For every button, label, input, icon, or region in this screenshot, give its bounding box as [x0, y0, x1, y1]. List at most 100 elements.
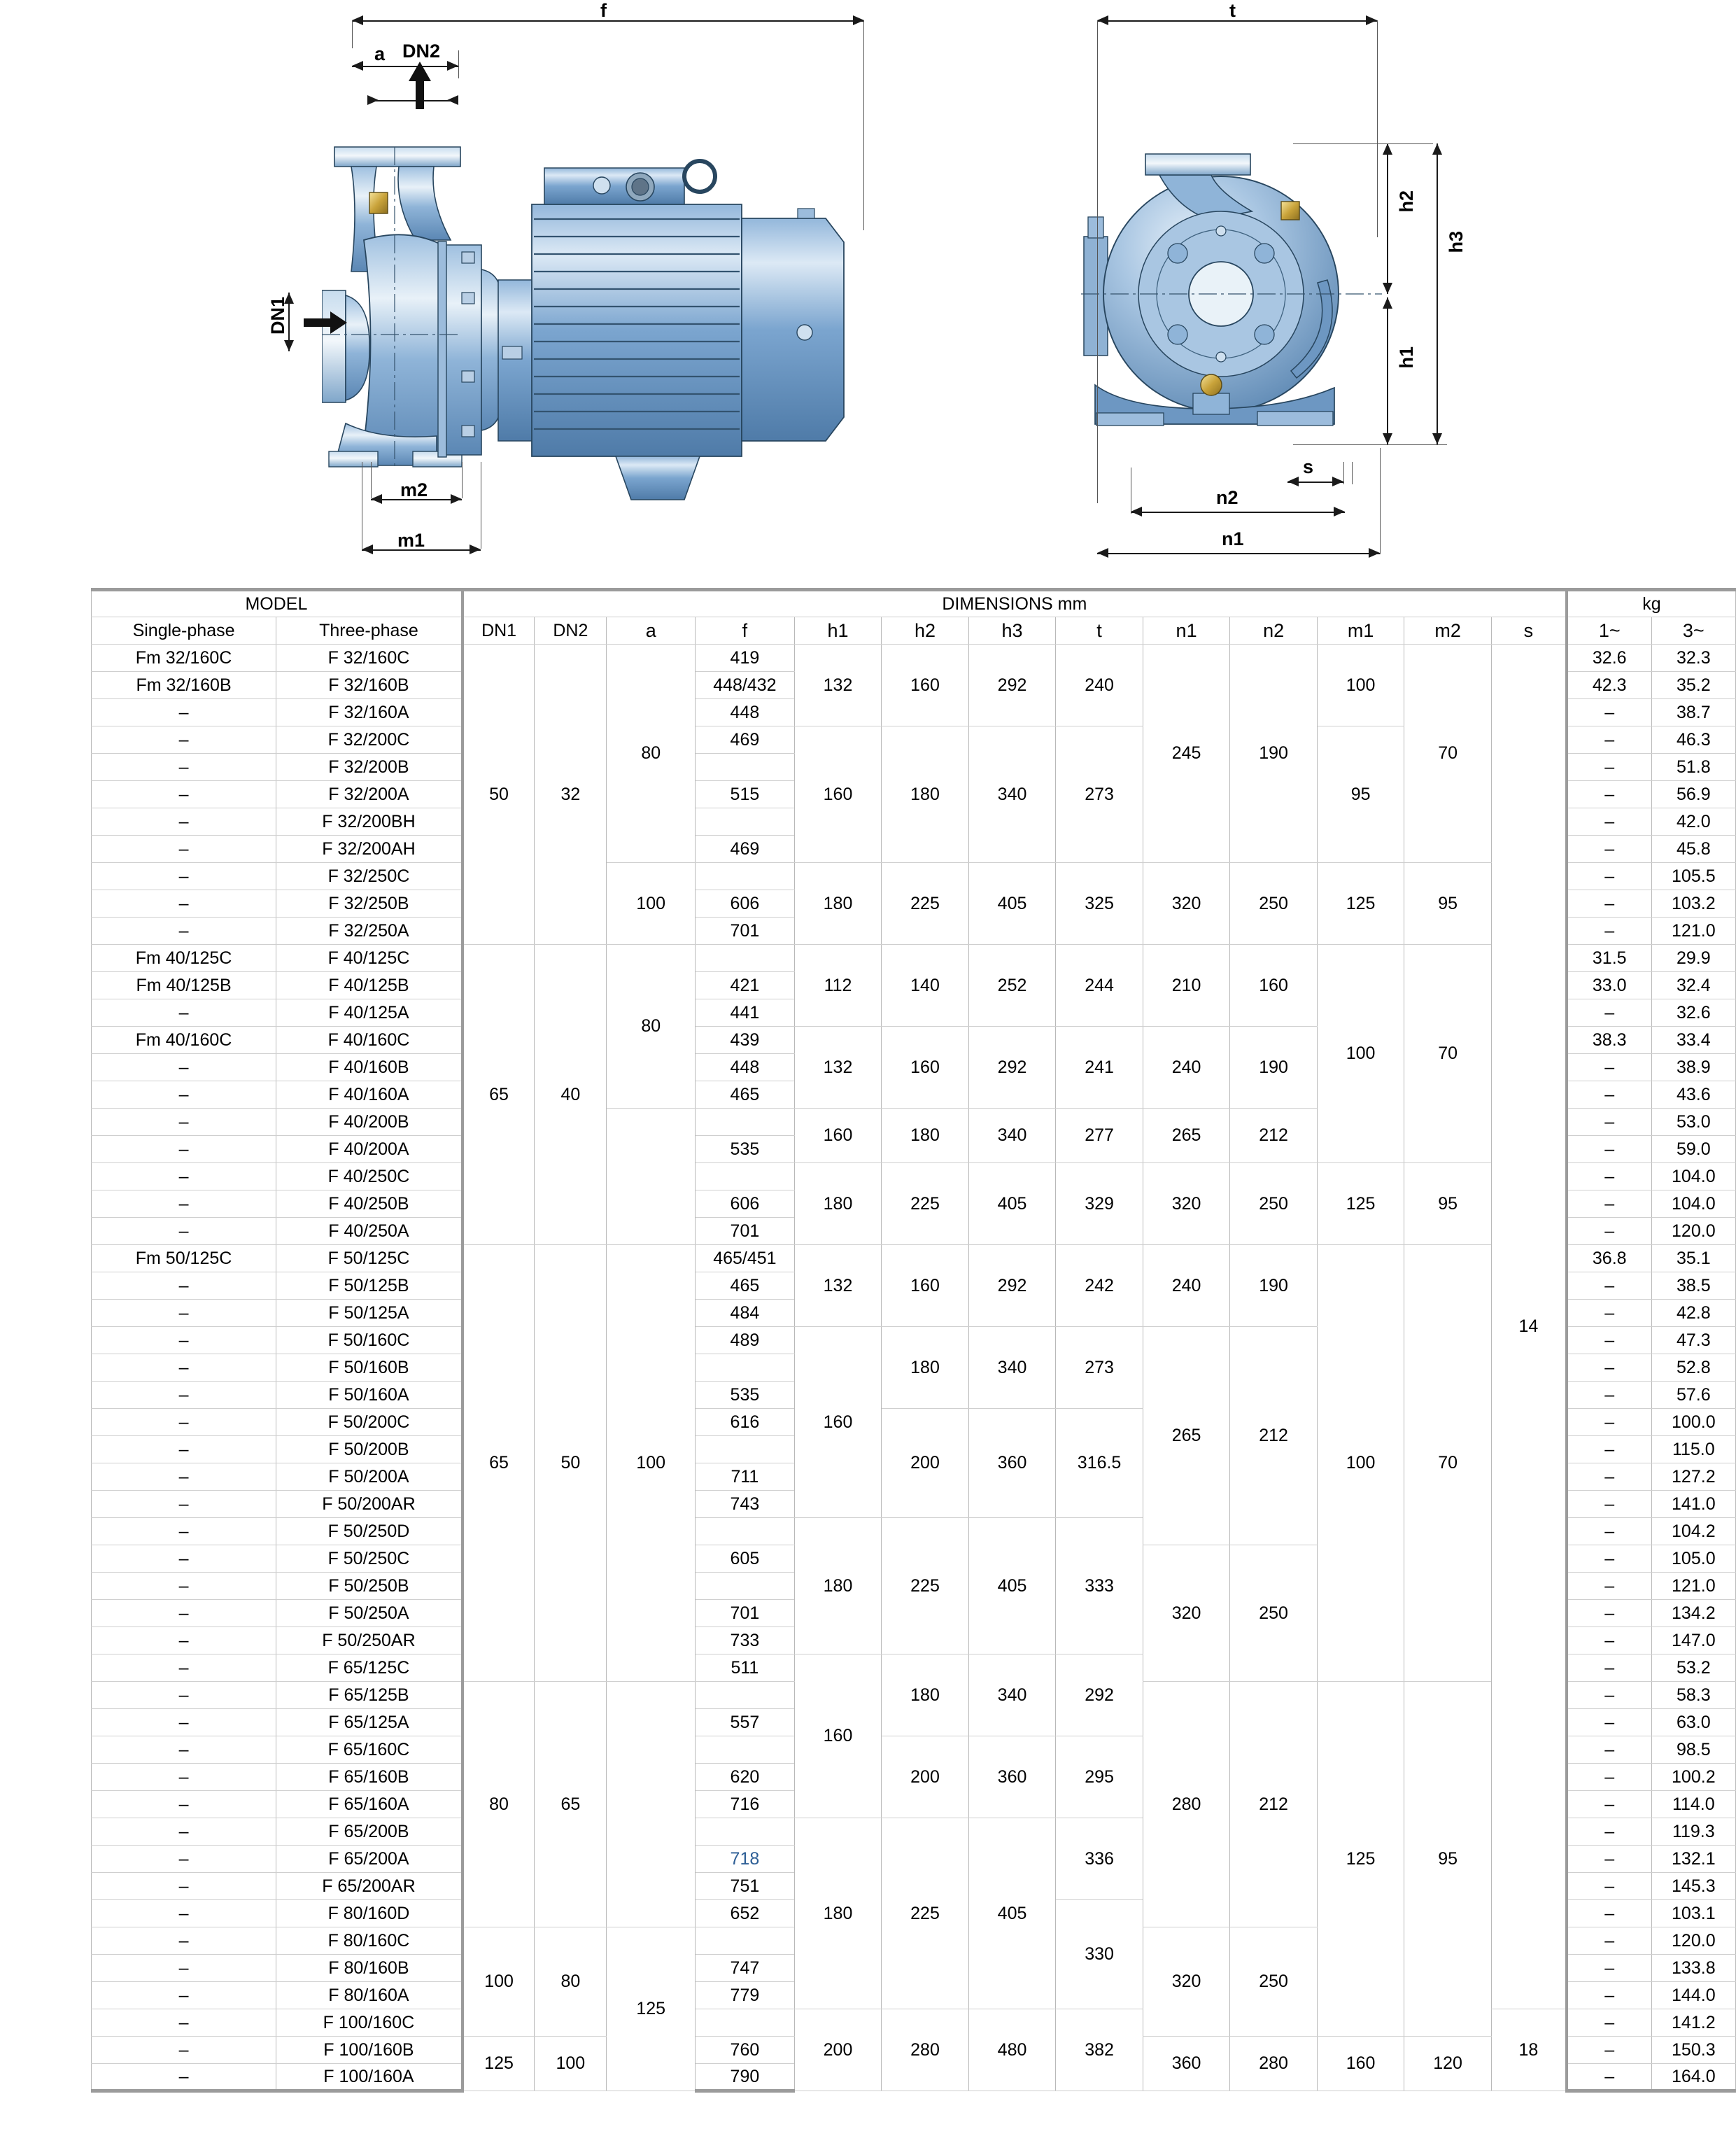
cell-kg-1phase: – [1565, 1899, 1652, 1927]
dim-line-n1 [1097, 553, 1380, 554]
cell-three-phase-model: F 65/160A [276, 1790, 463, 1818]
cell-single-phase-model: Fm 40/160C [90, 1026, 277, 1054]
table-row: Fm 32/160B F 32/160B 448/432 42.3 35.2 [90, 671, 1736, 699]
cell-three-phase-model: F 100/160A [276, 2063, 463, 2093]
cell-f: 511 [695, 1654, 795, 1682]
table-row: – F 32/200A 515–56.9 [90, 780, 1736, 808]
cell-f: 718 [695, 1845, 795, 1873]
cell-three-phase-model: F 40/160C [276, 1026, 463, 1054]
cell-f: 743 [695, 1490, 795, 1518]
cell-single-phase-model: – [90, 1135, 277, 1163]
cell-single-phase-model: – [90, 753, 277, 781]
table-row: Fm 32/160C F 32/160C 50 32 80 419 132 160 292 240… [90, 644, 1736, 2009]
cell-kg-1phase: – [1565, 1408, 1652, 1436]
table-row: – F 65/125B 80 65 280 212 125 95–58.3 [90, 1681, 1736, 2037]
cell-three-phase-model: F 65/125C [276, 1654, 463, 1682]
dim-arrow-m1-right [470, 544, 481, 554]
cell-m1: 125 [1316, 1681, 1405, 2037]
cell-f: 701 [695, 1217, 795, 1245]
cell-kg-3phase: 150.3 [1651, 2036, 1736, 2064]
cell-kg-3phase: 33.4 [1651, 1026, 1736, 1054]
cell-f: 606 [695, 1190, 795, 1218]
dim-line-h2 [1387, 143, 1388, 294]
cell-kg-1phase: – [1565, 1763, 1652, 1791]
cell-f: 484 [695, 1299, 795, 1327]
cell-n1: 320 [1142, 862, 1231, 945]
cell-f: 535 [695, 1135, 795, 1163]
dim-label-dn2: DN2 [402, 41, 441, 62]
cell-single-phase-model: – [90, 1517, 277, 1545]
dim-label-n2: n2 [1216, 487, 1239, 508]
cell-kg-3phase: 121.0 [1651, 1572, 1736, 1600]
cell-kg-3phase: 32.4 [1651, 971, 1736, 999]
cell-h2: 180 [881, 1326, 969, 1409]
cell-a: 125 [606, 1927, 696, 2091]
cell-kg-1phase: – [1565, 1572, 1652, 1600]
cell-single-phase-model: – [90, 2009, 277, 2037]
cell-single-phase-model: – [90, 1599, 277, 1627]
cell-m2: 120 [1404, 2036, 1492, 2091]
cell-n2: 250 [1229, 1545, 1318, 1682]
cell-three-phase-model: F 40/125B [276, 971, 463, 999]
table-row: – F 50/200B –115.0 [90, 1435, 1736, 1463]
cell-three-phase-model: F 50/125A [276, 1299, 463, 1327]
cell-kg-1phase: – [1565, 1845, 1652, 1873]
cell-single-phase-model: – [90, 1162, 277, 1190]
table-row: – F 32/250C 100 180 225 405 325 320 250 125 95–105… [90, 862, 1736, 945]
cell-h3: 252 [968, 944, 1057, 1027]
table-row: – F 40/250C 180 225 405 329 320 250 125 95–104.0 [90, 1162, 1736, 1245]
cell-h1: 180 [793, 1818, 882, 2009]
cell-a [606, 1108, 696, 1245]
cell-kg-3phase: 35.2 [1651, 671, 1736, 699]
cell-kg-1phase: – [1565, 1872, 1652, 1900]
cell-s: 18 [1490, 2009, 1567, 2091]
cell-f [695, 1818, 795, 1846]
cell-kg-1phase: – [1565, 1517, 1652, 1545]
cell-kg-3phase: 38.7 [1651, 698, 1736, 726]
flow-arrow-dn2-icon [409, 62, 431, 109]
cell-single-phase-model: – [90, 1217, 277, 1245]
cell-h1: 160 [793, 1108, 882, 1163]
cell-t: 336 [1055, 1818, 1143, 1900]
cell-single-phase-model: – [90, 1626, 277, 1654]
cell-kg-3phase: 105.5 [1651, 862, 1736, 890]
table-row: – F 50/160B –52.8 [90, 1354, 1736, 1382]
cell-kg-3phase: 29.9 [1651, 944, 1736, 972]
cell-m1: 100 [1316, 944, 1405, 1163]
dim-label-dn1: DN1 [267, 297, 288, 335]
cell-dn2: 80 [534, 1927, 607, 2037]
cell-h2: 180 [881, 726, 969, 863]
cell-h1: 132 [793, 644, 882, 726]
cell-m2: 70 [1404, 1244, 1492, 1682]
cell-three-phase-model: F 32/160B [276, 671, 463, 699]
dim-arrow-a-right [447, 61, 458, 71]
cell-kg-3phase: 133.8 [1651, 1954, 1736, 1982]
cell-n2: 212 [1229, 1681, 1318, 1927]
cell-three-phase-model: F 65/160B [276, 1763, 463, 1791]
dim-ext-n1-right [1380, 448, 1381, 554]
table-row: – F 50/250C 605 320 250–105.0 [90, 1545, 1736, 1682]
cell-single-phase-model: – [90, 1053, 277, 1081]
cell-a: 80 [606, 644, 696, 863]
dim-arrow-s-left [1287, 477, 1299, 486]
cell-single-phase-model: – [90, 1381, 277, 1409]
dim-line-m1 [362, 549, 481, 551]
cell-f [695, 1736, 795, 1764]
cell-dn2: 65 [534, 1681, 607, 1927]
header-dimensions: DIMENSIONS mm [460, 588, 1567, 617]
cell-h3: 480 [968, 2009, 1057, 2091]
cell-three-phase-model: F 32/160A [276, 698, 463, 726]
cell-three-phase-model: F 40/160A [276, 1081, 463, 1109]
cell-kg-1phase: – [1565, 1490, 1652, 1518]
cell-f [695, 1435, 795, 1463]
cell-f: 616 [695, 1408, 795, 1436]
cell-t: 295 [1055, 1736, 1143, 1818]
cell-f: 711 [695, 1463, 795, 1491]
cell-kg-1phase: – [1565, 1108, 1652, 1136]
cell-f: 419 [695, 644, 795, 672]
dim-line-h1 [1387, 297, 1388, 444]
cell-dn2: 40 [534, 944, 607, 1245]
cell-a [606, 1681, 696, 1927]
dim-arrow-dn1-top [284, 293, 294, 304]
col-kg-1phase: 1~ [1565, 617, 1652, 645]
